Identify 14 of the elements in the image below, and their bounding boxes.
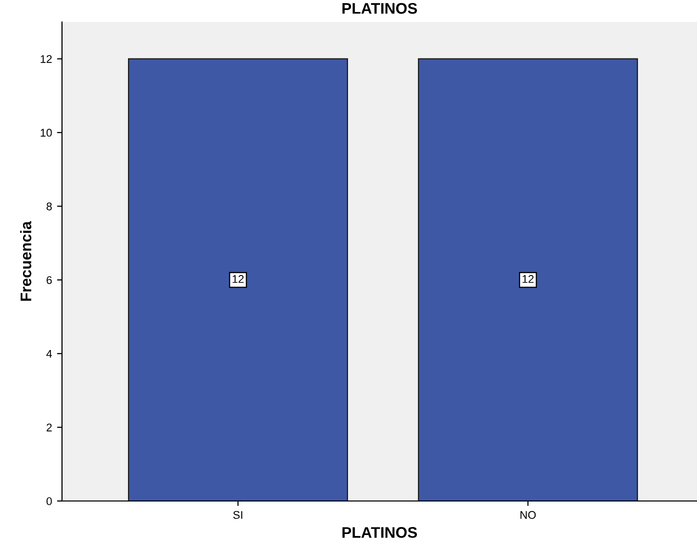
y-tick-label: 2: [46, 424, 52, 432]
y-axis-title: Frecuencia: [20, 221, 32, 301]
y-tick-label: 8: [46, 202, 52, 210]
x-tick-label: SI: [233, 511, 242, 519]
chart-title: PLATINOS: [342, 3, 417, 14]
y-tick-label: 10: [40, 128, 52, 137]
y-tick-label: 6: [46, 276, 52, 284]
y-tick-label: 12: [40, 55, 52, 63]
x-axis-title: PLATINOS: [342, 527, 417, 538]
data-label: 12: [232, 275, 244, 283]
y-tick-label: 4: [46, 350, 52, 358]
x-tick-label: NO: [520, 511, 536, 519]
data-label: 12: [522, 275, 534, 283]
y-tick-label: 0: [46, 497, 52, 506]
